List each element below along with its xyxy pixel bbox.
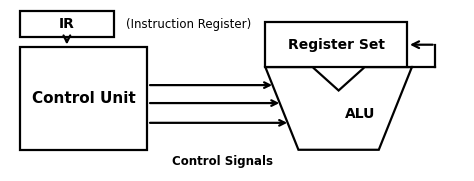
Text: Control Unit: Control Unit xyxy=(32,91,135,106)
Polygon shape xyxy=(265,67,412,150)
Text: Register Set: Register Set xyxy=(288,38,385,52)
Text: IR: IR xyxy=(59,17,75,31)
Bar xyxy=(19,11,114,37)
Bar xyxy=(265,22,407,67)
Text: ALU: ALU xyxy=(345,107,375,121)
Text: Control Signals: Control Signals xyxy=(173,155,273,168)
Bar xyxy=(19,47,147,150)
Text: (Instruction Register): (Instruction Register) xyxy=(126,18,251,31)
